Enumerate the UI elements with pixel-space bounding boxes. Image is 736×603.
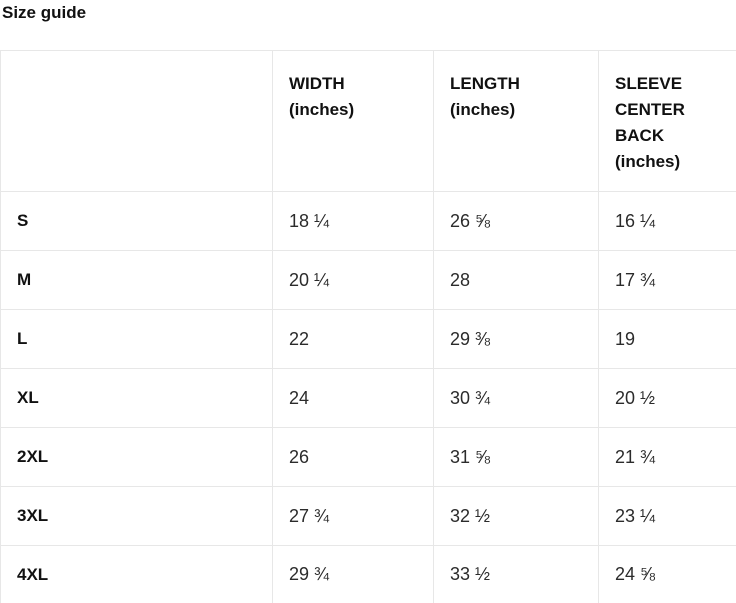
- width-value: 22: [272, 309, 434, 369]
- length-value: 28: [433, 250, 599, 310]
- table-row-s: S 18 ¼ 26 ⅝ 16 ¼: [0, 191, 736, 251]
- size-guide-table: WIDTH (inches) LENGTH (inches) SLEEVE CE…: [0, 50, 736, 603]
- column-header-sleeve-center-back: SLEEVE CENTER BACK (inches): [598, 50, 736, 192]
- table-row-3xl: 3XL 27 ¾ 32 ½ 23 ¼: [0, 486, 736, 546]
- table-row-4xl: 4XL 29 ¾ 33 ½ 24 ⅝: [0, 545, 736, 603]
- sleeve-value: 20 ½: [598, 368, 736, 428]
- length-value: 26 ⅝: [433, 191, 599, 251]
- sleeve-value: 23 ¼: [598, 486, 736, 546]
- table-row-2xl: 2XL 26 31 ⅝ 21 ¾: [0, 427, 736, 487]
- table-row-m: M 20 ¼ 28 17 ¾: [0, 250, 736, 310]
- length-value: 32 ½: [433, 486, 599, 546]
- length-value: 30 ¾: [433, 368, 599, 428]
- header-row: WIDTH (inches) LENGTH (inches) SLEEVE CE…: [0, 50, 736, 192]
- column-header-length: LENGTH (inches): [433, 50, 599, 192]
- size-label: 4XL: [0, 545, 273, 603]
- sleeve-value: 21 ¾: [598, 427, 736, 487]
- sleeve-value: 24 ⅝: [598, 545, 736, 603]
- size-label: 3XL: [0, 486, 273, 546]
- width-value: 18 ¼: [272, 191, 434, 251]
- length-value: 29 ⅜: [433, 309, 599, 369]
- size-label: S: [0, 191, 273, 251]
- column-header-size: [0, 50, 273, 192]
- width-value: 24: [272, 368, 434, 428]
- width-value: 29 ¾: [272, 545, 434, 603]
- sleeve-value: 17 ¾: [598, 250, 736, 310]
- length-value: 33 ½: [433, 545, 599, 603]
- sleeve-value: 16 ¼: [598, 191, 736, 251]
- size-label: 2XL: [0, 427, 273, 487]
- size-label: L: [0, 309, 273, 369]
- size-label: XL: [0, 368, 273, 428]
- size-label: M: [0, 250, 273, 310]
- table-row-xl: XL 24 30 ¾ 20 ½: [0, 368, 736, 428]
- width-value: 26: [272, 427, 434, 487]
- length-value: 31 ⅝: [433, 427, 599, 487]
- table-row-l: L 22 29 ⅜ 19: [0, 309, 736, 369]
- column-header-width: WIDTH (inches): [272, 50, 434, 192]
- page-title: Size guide: [2, 3, 87, 22]
- width-value: 27 ¾: [272, 486, 434, 546]
- sleeve-value: 19: [598, 309, 736, 369]
- width-value: 20 ¼: [272, 250, 434, 310]
